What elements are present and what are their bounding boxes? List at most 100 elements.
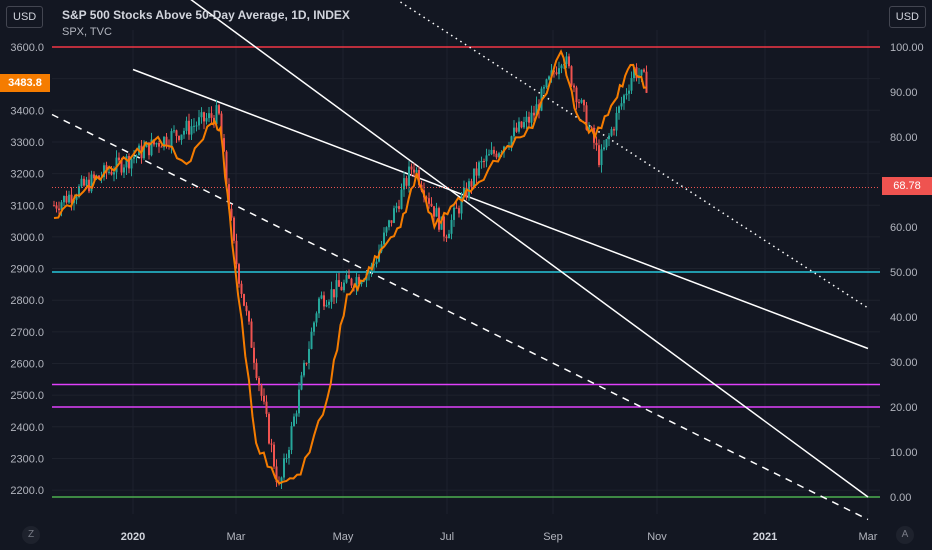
timezone-button[interactable]: Z [22, 526, 40, 544]
candle-body [175, 130, 178, 136]
candle-body [158, 143, 160, 147]
candle-body [585, 105, 588, 130]
candle-body [263, 395, 265, 402]
candle-body [428, 198, 430, 204]
candle-body [610, 129, 613, 136]
candle-body [570, 66, 573, 86]
candle-body [190, 126, 193, 135]
candle-body [218, 105, 220, 114]
candle-body [633, 67, 635, 79]
candle-body [495, 153, 498, 158]
candle-body [315, 313, 318, 323]
time-tick-label: Nov [647, 531, 667, 543]
auto-scale-button[interactable]: A [896, 526, 914, 544]
candle-body [425, 197, 428, 199]
time-tick-label: Sep [543, 531, 563, 543]
candle-body [98, 175, 100, 178]
time-tick-label: 2020 [121, 531, 145, 543]
candle-body [58, 208, 60, 211]
price-tick-label: 2200.0 [10, 485, 44, 497]
candle-body [360, 281, 363, 285]
candle-body [88, 179, 90, 192]
left-price-axis: 3600.03500.03400.03300.03200.03100.03000… [10, 42, 44, 497]
candle-body [165, 136, 168, 146]
price-tick-label: 2700.0 [10, 327, 44, 339]
price-tick-label: 3000.0 [10, 232, 44, 244]
candle-body [275, 466, 278, 483]
candle-body [485, 155, 488, 162]
trend-line [190, 0, 869, 498]
candle-body [430, 203, 433, 207]
last-breadth-tag: 68.78 [882, 177, 932, 195]
candle-body [270, 443, 273, 445]
candle-body [268, 413, 270, 444]
candle-body [543, 87, 545, 89]
candle-body [180, 134, 183, 140]
candle-body [385, 227, 388, 233]
value-tick-label: 80.00 [890, 132, 918, 144]
candle-body [558, 68, 560, 75]
candle-body [565, 56, 568, 65]
value-tick-label: 30.00 [890, 357, 918, 369]
candle-body [280, 477, 283, 484]
candle-body [600, 149, 603, 166]
candle-body [293, 416, 295, 427]
trend-line [51, 113, 869, 521]
candle-body [623, 95, 625, 104]
candle-body [273, 444, 275, 467]
candle-body [210, 113, 213, 118]
candle-body [178, 135, 180, 140]
time-tick-label: Mar [859, 531, 878, 543]
candle-body [460, 196, 463, 214]
candle-body [525, 116, 528, 123]
candle-body [478, 162, 480, 176]
candle-body [78, 186, 80, 198]
candle-body [70, 194, 73, 203]
candle-body [258, 378, 260, 386]
candle-body [233, 217, 235, 241]
candle-body [150, 139, 153, 156]
last-price-tag: 3483.8 [0, 74, 50, 92]
candle-body [183, 130, 185, 135]
candle-body [348, 275, 350, 279]
candle-body [215, 105, 218, 125]
spx-candles [53, 52, 648, 489]
candle-body [450, 219, 453, 234]
candle-body [400, 189, 403, 209]
trend-line [400, 1, 869, 309]
value-tick-label: 10.00 [890, 447, 918, 459]
candle-body [535, 104, 538, 116]
candle-body [473, 168, 475, 187]
candle-body [118, 157, 120, 161]
candle-body [235, 240, 238, 265]
candle-body [470, 181, 473, 187]
candle-body [598, 145, 600, 166]
currency-badge-left[interactable]: USD [6, 6, 44, 28]
currency-badge-right[interactable]: USD [888, 6, 926, 28]
candle-body [388, 220, 390, 228]
candle-body [398, 206, 400, 209]
candle-body [448, 233, 450, 239]
candle-body [355, 277, 358, 288]
candle-body [520, 121, 523, 128]
candle-body [255, 362, 258, 379]
candle-body [518, 121, 520, 132]
candle-body [390, 220, 393, 223]
candle-body [128, 156, 130, 169]
candle-body [108, 171, 110, 173]
value-tick-label: 0.00 [890, 492, 911, 504]
candle-body [228, 184, 230, 209]
candle-body [145, 142, 148, 148]
candle-body [298, 389, 300, 414]
candle-body [630, 78, 633, 91]
price-tick-label: 2500.0 [10, 390, 44, 402]
price-tick-label: 3400.0 [10, 105, 44, 117]
candle-body [135, 155, 138, 157]
candle-body [310, 331, 313, 349]
candle-body [323, 295, 325, 307]
candle-body [443, 216, 445, 237]
candle-body [573, 85, 575, 88]
price-tick-label: 2800.0 [10, 295, 44, 307]
candle-body [455, 207, 458, 209]
